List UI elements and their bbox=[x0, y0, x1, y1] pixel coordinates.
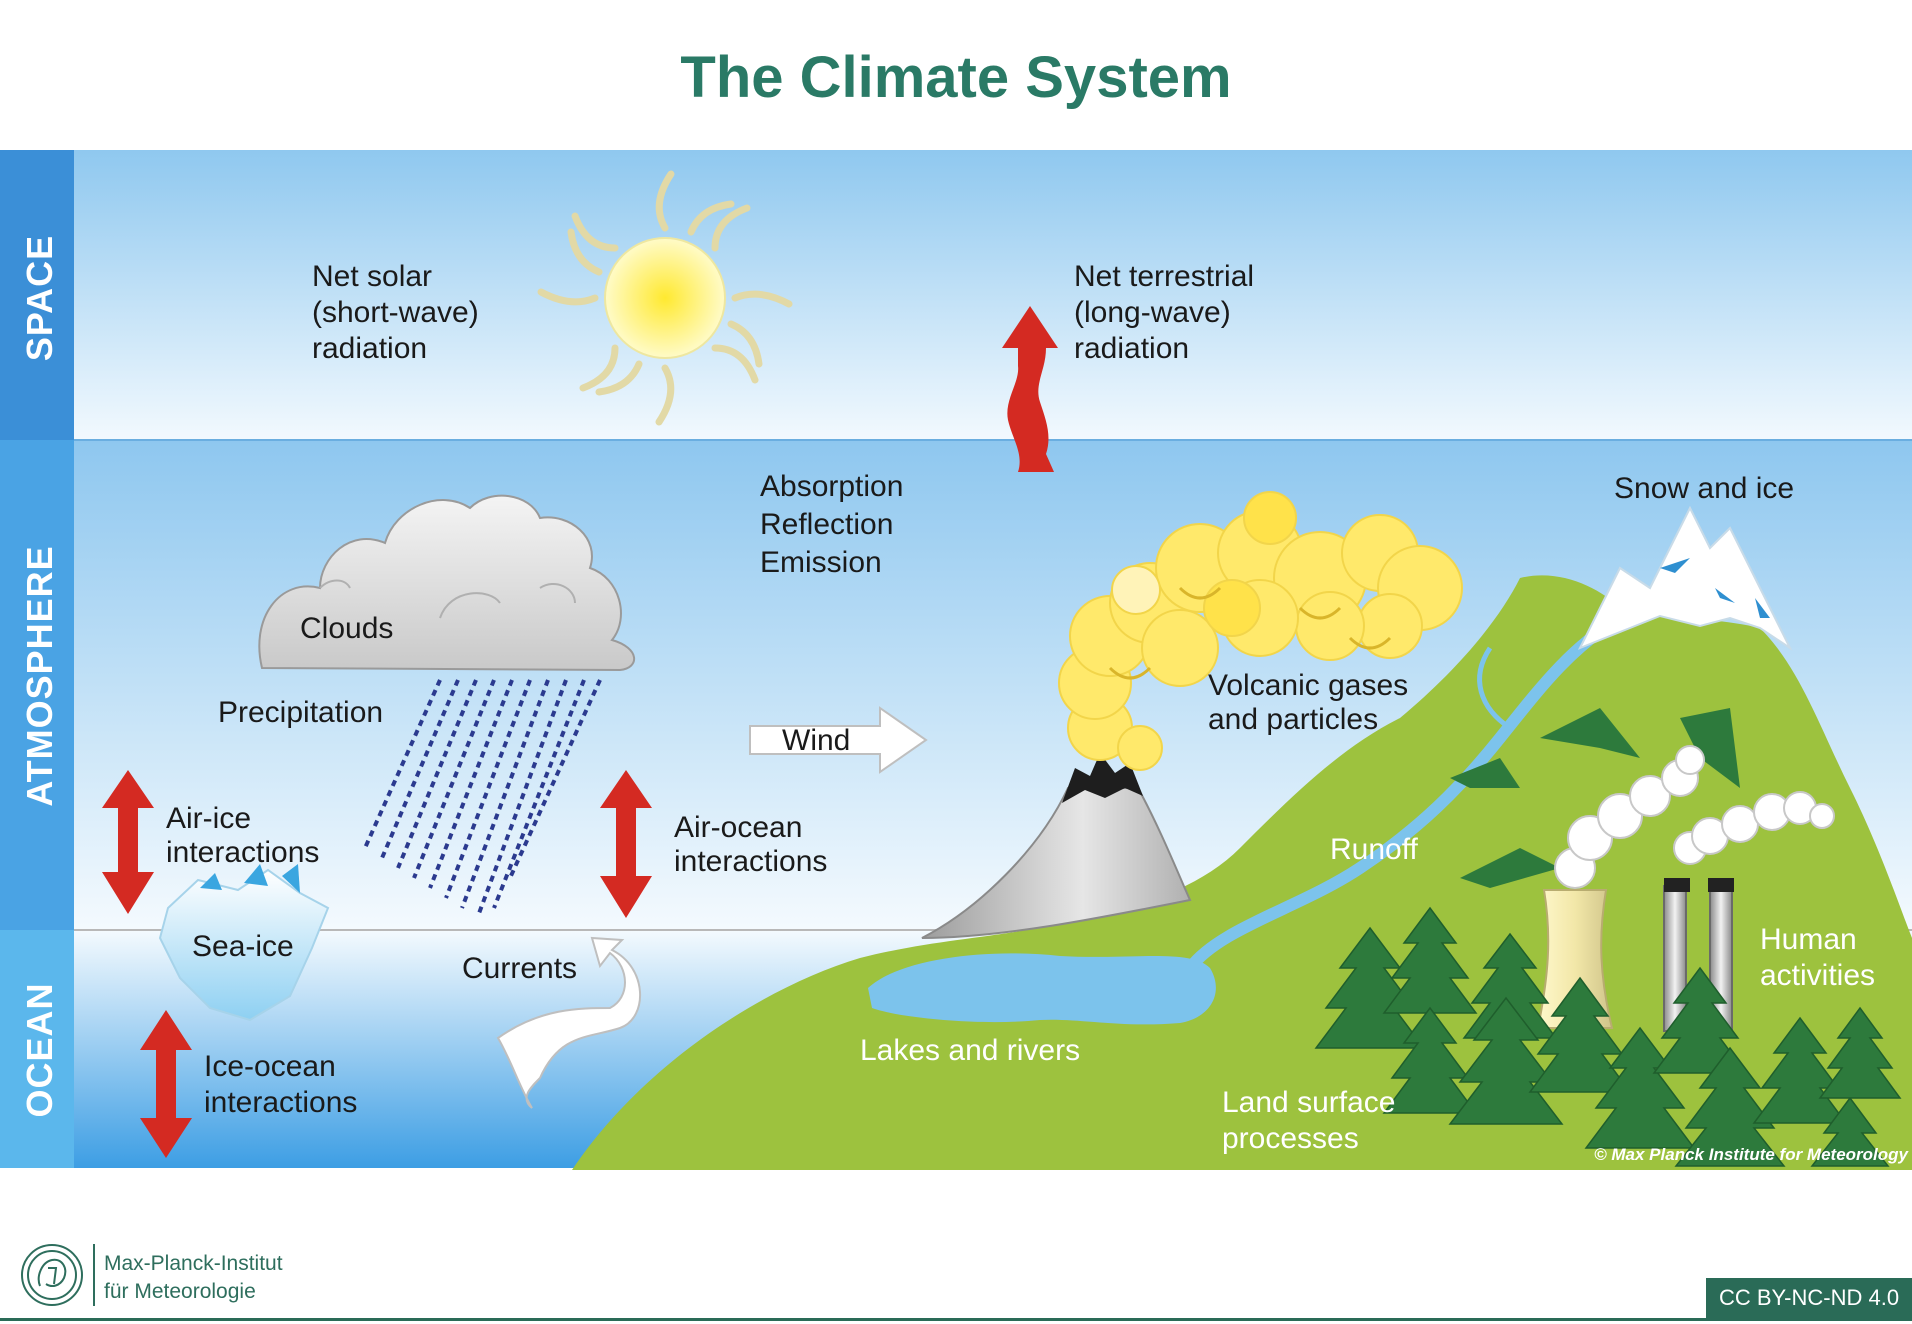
space-zone-bar bbox=[0, 150, 74, 440]
institute-name: Max-Planck-Institut für Meteorologie bbox=[104, 1250, 283, 1306]
ocean-zone-label: OCEAN bbox=[19, 982, 60, 1117]
volcanic-label: Volcanic gases and particles bbox=[1208, 669, 1416, 736]
institute-name-line-2: für Meteorologie bbox=[104, 1280, 256, 1303]
atmosphere-zone-bar bbox=[0, 440, 74, 930]
smoke bbox=[1554, 745, 1835, 889]
precipitation-label: Precipitation bbox=[218, 696, 383, 729]
air-ocean-arrow bbox=[600, 770, 652, 918]
ocean-zone-bar bbox=[0, 930, 74, 1168]
institute-name-line-1: Max-Planck-Institut bbox=[104, 1252, 283, 1275]
ice-ocean-label: Ice-ocean interactions bbox=[204, 1050, 357, 1119]
volcano-crater bbox=[1062, 753, 1143, 803]
human-activities-label: Human activities bbox=[1760, 923, 1875, 992]
clouds-label: Clouds bbox=[300, 612, 393, 645]
space-zone-label: SPACE bbox=[19, 235, 60, 361]
longwave-radiation-arrow bbox=[1002, 306, 1058, 472]
lake bbox=[868, 953, 1216, 1025]
precipitation-rain bbox=[363, 679, 602, 917]
footer-rule bbox=[0, 1318, 1912, 1321]
institute-logo bbox=[21, 1244, 95, 1306]
land-surface-label: Land surface processes bbox=[1222, 1086, 1404, 1155]
sea-ice-label: Sea-ice bbox=[192, 930, 294, 963]
ice-ocean-arrow bbox=[140, 1010, 192, 1158]
sea-ice bbox=[158, 864, 330, 1022]
currents-label: Currents bbox=[462, 952, 577, 985]
absorption-label: Absorption Reflection Emission bbox=[760, 470, 912, 579]
wind-arrow bbox=[749, 706, 928, 774]
river bbox=[1185, 612, 1624, 972]
mountain-snow bbox=[1577, 505, 1793, 651]
license-badge: CC BY-NC-ND 4.0 bbox=[1706, 1278, 1912, 1318]
snow-ice-label: Snow and ice bbox=[1614, 472, 1794, 505]
air-ocean-label: Air-ocean interactions bbox=[674, 811, 827, 878]
climate-system-diagram: SPACE ATMOSPHERE OCEAN bbox=[0, 150, 1912, 1170]
air-ice-label: Air-ice interactions bbox=[166, 802, 319, 869]
forest bbox=[1314, 906, 1902, 1167]
air-ice-arrow bbox=[102, 770, 154, 914]
wind-label: Wind bbox=[782, 724, 850, 757]
minerva-logo-icon bbox=[21, 1244, 83, 1306]
space-band bbox=[74, 150, 1912, 440]
net-terrestrial-label: Net terrestrial (long-wave) radiation bbox=[1074, 260, 1262, 365]
runoff-label: Runoff bbox=[1330, 833, 1419, 866]
sun bbox=[537, 170, 793, 426]
atmosphere-zone-label: ATMOSPHERE bbox=[19, 545, 60, 806]
current-arrow bbox=[496, 936, 642, 1109]
page-title: The Climate System bbox=[680, 45, 1232, 110]
copyright-notice: © Max Planck Institute for Meteorology bbox=[1594, 1145, 1909, 1164]
volcanic-plume bbox=[1058, 510, 1463, 771]
net-solar-label: Net solar (short-wave) radiation bbox=[312, 260, 487, 365]
lakes-rivers-label: Lakes and rivers bbox=[860, 1034, 1080, 1067]
volcano bbox=[921, 787, 1192, 939]
